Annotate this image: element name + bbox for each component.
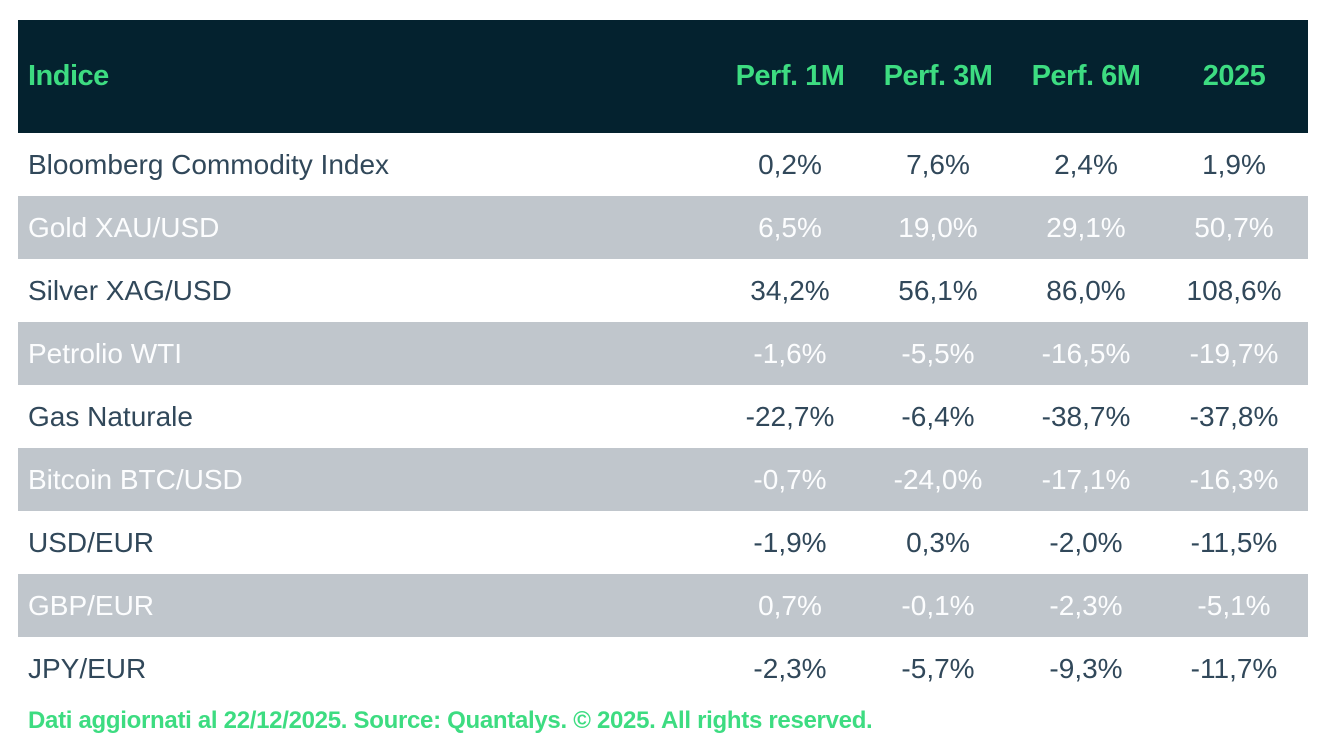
perf-value: -11,5% bbox=[1190, 526, 1278, 558]
table-row: Petrolio WTI -1,6% -5,5% -16,5% -19,7% bbox=[18, 322, 1308, 385]
perf-value: -1,9% bbox=[753, 526, 827, 558]
perf-value: 19,0% bbox=[898, 211, 978, 243]
perf-value: -16,5% bbox=[1041, 337, 1131, 369]
perf-value: -5,5% bbox=[901, 337, 975, 369]
table-row: Bitcoin BTC/USD -0,7% -24,0% -17,1% -16,3% bbox=[18, 448, 1308, 511]
perf-value: 7,6% bbox=[906, 148, 970, 180]
perf-value: -2,3% bbox=[753, 652, 827, 684]
table-row: Gas Naturale -22,7% -6,4% -38,7% -37,8% bbox=[18, 385, 1308, 448]
table-row: JPY/EUR -2,3% -5,7% -9,3% -11,7% bbox=[18, 637, 1308, 700]
row-label: Silver XAG/USD bbox=[28, 274, 232, 306]
perf-value: 108,6% bbox=[1186, 274, 1282, 306]
perf-value: 1,9% bbox=[1202, 148, 1266, 180]
perf-value: 34,2% bbox=[750, 274, 830, 306]
row-label: JPY/EUR bbox=[28, 652, 147, 684]
column-header-perf-1m: Perf. 1M bbox=[735, 60, 845, 92]
perf-value: -0,7% bbox=[753, 463, 827, 495]
row-label: GBP/EUR bbox=[28, 589, 155, 621]
perf-value: -16,3% bbox=[1189, 463, 1279, 495]
column-header-perf-3m: Perf. 3M bbox=[883, 60, 993, 92]
perf-value: 56,1% bbox=[898, 274, 978, 306]
perf-value: 0,7% bbox=[758, 589, 822, 621]
perf-value: -37,8% bbox=[1189, 400, 1279, 432]
column-header-indice: Indice bbox=[28, 60, 109, 92]
perf-value: 6,5% bbox=[758, 211, 822, 243]
perf-value: -24,0% bbox=[893, 463, 983, 495]
perf-value: -9,3% bbox=[1049, 652, 1123, 684]
table-header: Indice Perf. 1M Perf. 3M Perf. 6M 2025 bbox=[18, 20, 1308, 133]
perf-value: -22,7% bbox=[745, 400, 835, 432]
footer-note: Dati aggiornati al 22/12/2025. Source: Q… bbox=[28, 707, 873, 734]
row-label: Bloomberg Commodity Index bbox=[28, 148, 390, 180]
table-row: GBP/EUR 0,7% -0,1% -2,3% -5,1% bbox=[18, 574, 1308, 637]
perf-value: 0,3% bbox=[906, 526, 970, 558]
row-label: Gas Naturale bbox=[28, 400, 193, 432]
perf-value: -2,0% bbox=[1049, 526, 1123, 558]
table-row: Silver XAG/USD 34,2% 56,1% 86,0% 108,6% bbox=[18, 259, 1308, 322]
perf-value: 86,0% bbox=[1046, 274, 1126, 306]
perf-value: -2,3% bbox=[1049, 589, 1123, 621]
row-label: Bitcoin BTC/USD bbox=[28, 463, 243, 495]
perf-value: 2,4% bbox=[1054, 148, 1118, 180]
column-header-2025: 2025 bbox=[1202, 60, 1266, 92]
column-header-perf-6m: Perf. 6M bbox=[1031, 60, 1141, 92]
perf-value: -6,4% bbox=[901, 400, 975, 432]
performance-table: Indice Perf. 1M Perf. 3M Perf. 6M 2025 B… bbox=[18, 20, 1308, 735]
perf-value: -11,7% bbox=[1190, 652, 1278, 684]
table-row: Gold XAU/USD 6,5% 19,0% 29,1% 50,7% bbox=[18, 196, 1308, 259]
perf-value: 29,1% bbox=[1046, 211, 1126, 243]
perf-value: -19,7% bbox=[1189, 337, 1279, 369]
perf-value: -17,1% bbox=[1041, 463, 1131, 495]
perf-value: 50,7% bbox=[1194, 211, 1274, 243]
perf-value: -38,7% bbox=[1041, 400, 1131, 432]
perf-value: 0,2% bbox=[758, 148, 822, 180]
table-body: Bloomberg Commodity Index 0,2% 7,6% 2,4% 1,9… bbox=[18, 133, 1308, 700]
row-label: Gold XAU/USD bbox=[28, 211, 220, 243]
perf-value: -5,7% bbox=[901, 652, 975, 684]
perf-value: -5,1% bbox=[1197, 589, 1271, 621]
table-row: Bloomberg Commodity Index 0,2% 7,6% 2,4% 1,9… bbox=[18, 133, 1308, 196]
perf-value: -1,6% bbox=[753, 337, 827, 369]
table-row: USD/EUR -1,9% 0,3% -2,0% -11,5% bbox=[18, 511, 1308, 574]
row-label: Petrolio WTI bbox=[28, 337, 183, 369]
row-label: USD/EUR bbox=[28, 526, 155, 558]
perf-value: -0,1% bbox=[901, 589, 975, 621]
